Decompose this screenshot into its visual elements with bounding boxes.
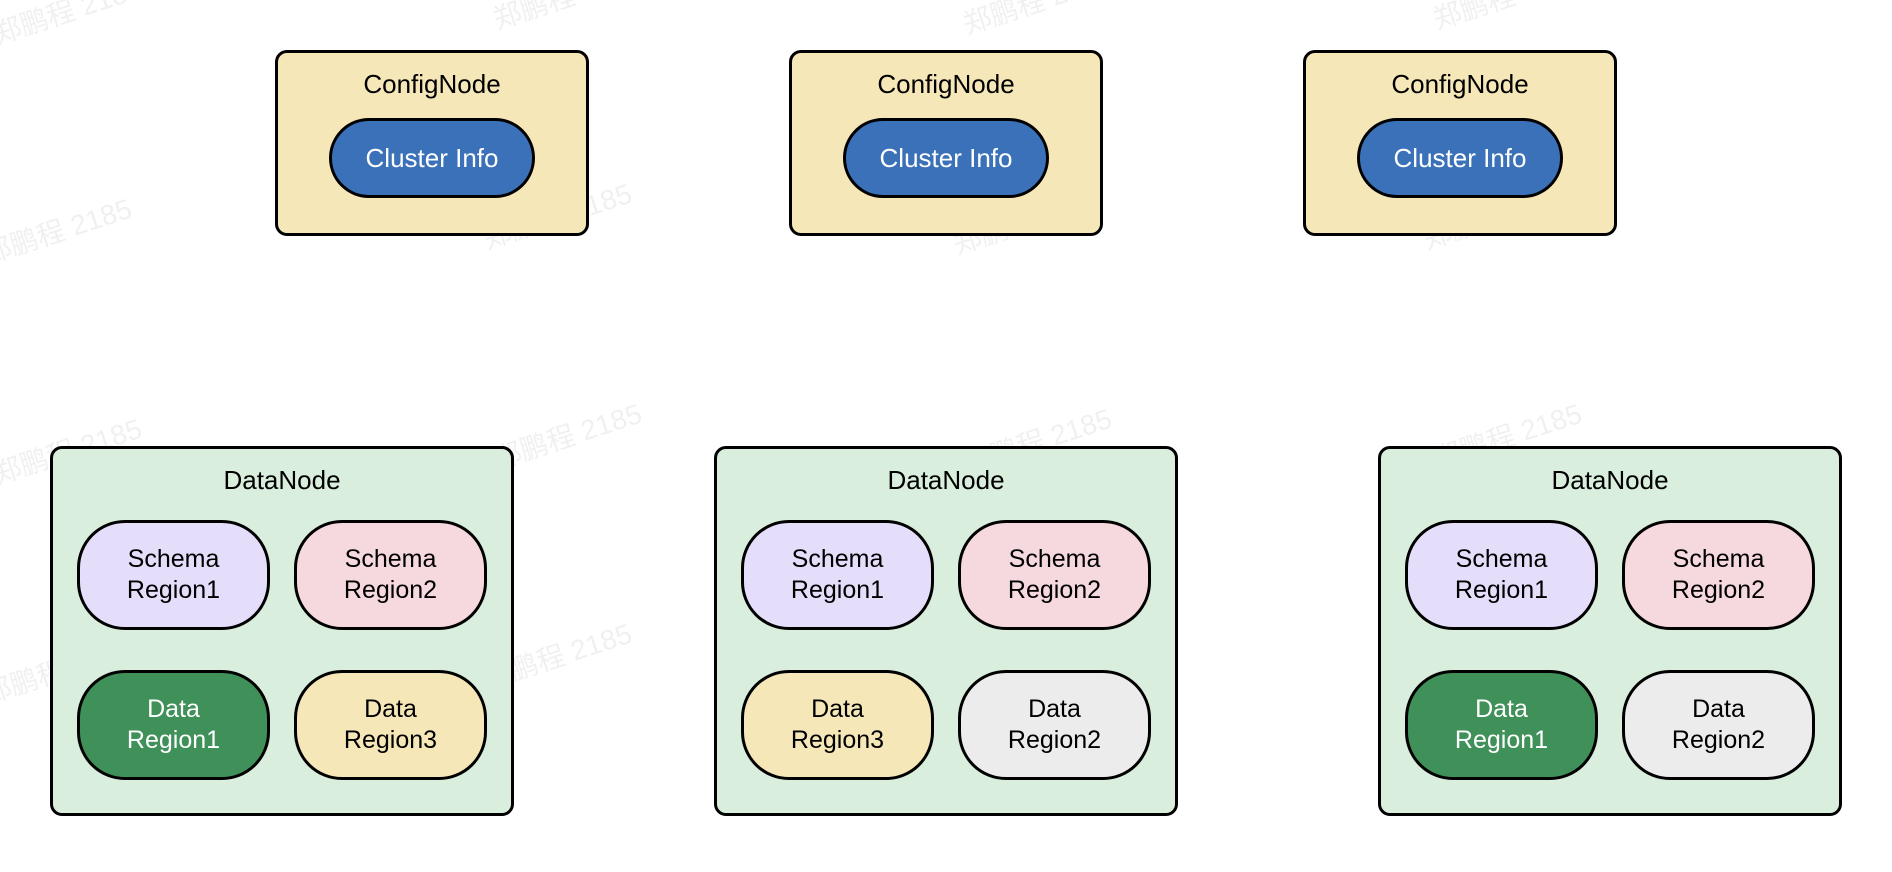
cluster-info-pill: Cluster Info xyxy=(843,118,1049,198)
cluster-diagram: ConfigNode Cluster Info ConfigNode Cluster … xyxy=(0,0,1892,872)
config-node-title: ConfigNode xyxy=(1391,69,1528,100)
cluster-info-pill: Cluster Info xyxy=(329,118,535,198)
data-node-title: DataNode xyxy=(1551,465,1668,496)
region-pill: SchemaRegion1 xyxy=(1405,520,1598,630)
region-pill: SchemaRegion2 xyxy=(958,520,1151,630)
region-pill: DataRegion2 xyxy=(1622,670,1815,780)
region-label-line1: Schema xyxy=(345,544,437,575)
region-label-line2: Region2 xyxy=(1008,575,1101,606)
region-label-line2: Region3 xyxy=(791,725,884,756)
region-pill: DataRegion1 xyxy=(77,670,270,780)
region-label-line2: Region3 xyxy=(344,725,437,756)
region-label-line2: Region1 xyxy=(791,575,884,606)
config-node-box: ConfigNode Cluster Info xyxy=(789,50,1103,236)
region-label-line2: Region1 xyxy=(127,575,220,606)
region-label-line1: Schema xyxy=(128,544,220,575)
region-label-line1: Schema xyxy=(1673,544,1765,575)
region-label-line1: Data xyxy=(1028,694,1081,725)
config-node-title: ConfigNode xyxy=(363,69,500,100)
region-label-line1: Schema xyxy=(1456,544,1548,575)
region-label-line1: Data xyxy=(1475,694,1528,725)
region-label-line1: Data xyxy=(364,694,417,725)
data-node-title: DataNode xyxy=(887,465,1004,496)
region-label-line1: Data xyxy=(811,694,864,725)
data-node-box: DataNodeSchemaRegion1SchemaRegion2DataRe… xyxy=(50,446,514,816)
region-label-line2: Region1 xyxy=(1455,725,1548,756)
region-grid: SchemaRegion1SchemaRegion2DataRegion1Dat… xyxy=(1405,520,1815,780)
data-node-box: DataNodeSchemaRegion1SchemaRegion2DataRe… xyxy=(1378,446,1842,816)
region-pill: SchemaRegion1 xyxy=(77,520,270,630)
region-pill: SchemaRegion1 xyxy=(741,520,934,630)
region-label-line1: Schema xyxy=(792,544,884,575)
region-pill: DataRegion3 xyxy=(294,670,487,780)
data-node-title: DataNode xyxy=(223,465,340,496)
config-node-box: ConfigNode Cluster Info xyxy=(275,50,589,236)
config-node-row: ConfigNode Cluster Info ConfigNode Cluster … xyxy=(0,50,1892,236)
region-label-line2: Region2 xyxy=(1672,725,1765,756)
data-node-box: DataNodeSchemaRegion1SchemaRegion2DataRe… xyxy=(714,446,1178,816)
region-label-line2: Region2 xyxy=(1672,575,1765,606)
region-pill: SchemaRegion2 xyxy=(294,520,487,630)
region-label-line2: Region1 xyxy=(127,725,220,756)
config-node-box: ConfigNode Cluster Info xyxy=(1303,50,1617,236)
region-label-line2: Region2 xyxy=(1008,725,1101,756)
region-label-line1: Schema xyxy=(1009,544,1101,575)
region-label-line2: Region2 xyxy=(344,575,437,606)
region-pill: DataRegion2 xyxy=(958,670,1151,780)
region-grid: SchemaRegion1SchemaRegion2DataRegion3Dat… xyxy=(741,520,1151,780)
region-label-line2: Region1 xyxy=(1455,575,1548,606)
region-label-line1: Data xyxy=(147,694,200,725)
region-pill: DataRegion3 xyxy=(741,670,934,780)
region-label-line1: Data xyxy=(1692,694,1745,725)
config-node-title: ConfigNode xyxy=(877,69,1014,100)
region-pill: SchemaRegion2 xyxy=(1622,520,1815,630)
region-pill: DataRegion1 xyxy=(1405,670,1598,780)
cluster-info-pill: Cluster Info xyxy=(1357,118,1563,198)
data-node-row: DataNodeSchemaRegion1SchemaRegion2DataRe… xyxy=(0,446,1892,816)
region-grid: SchemaRegion1SchemaRegion2DataRegion1Dat… xyxy=(77,520,487,780)
